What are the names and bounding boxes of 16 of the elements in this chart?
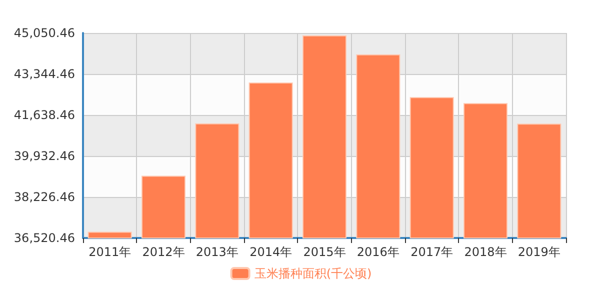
x-tick-label: 2015年 [303,245,346,259]
y-tick-label: 43,344.46 [14,67,75,81]
y-tick-label: 39,932.46 [14,149,75,163]
x-tick-label: 2016年 [356,245,400,259]
y-tick-label: 38,226.46 [14,190,75,204]
x-tick-label: 2012年 [142,245,185,259]
x-tick-label: 2013年 [196,245,238,259]
x-tick-label: 2019年 [518,245,560,259]
x-tick-label: 2018年 [464,245,507,259]
x-tick-label: 2011年 [88,245,132,259]
y-tick-label: 36,520.46 [14,231,75,245]
y-tick-label: 41,638.46 [14,108,75,122]
legend-label: 玉米播种面积(千公顷) [254,266,372,280]
x-tick-label: 2017年 [410,245,454,259]
y-tick-label: 45,050.46 [14,26,75,40]
x-tick-label: 2014年 [250,245,292,259]
